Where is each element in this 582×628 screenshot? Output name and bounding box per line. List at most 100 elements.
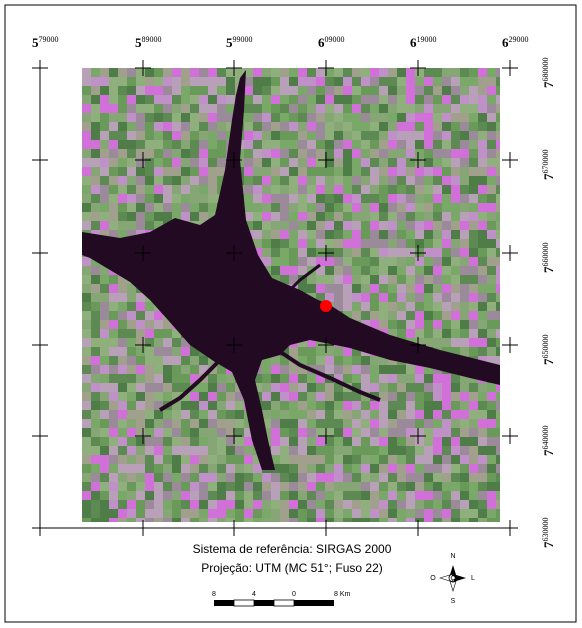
image-pixel [334, 113, 343, 122]
image-pixel [496, 293, 500, 302]
image-pixel [181, 509, 190, 518]
image-pixel [442, 257, 451, 266]
image-pixel [325, 104, 334, 113]
coordinate-minor: 99000 [233, 35, 253, 44]
image-pixel [361, 428, 370, 437]
image-pixel [460, 185, 469, 194]
image-pixel [451, 491, 460, 500]
image-pixel [91, 347, 100, 356]
image-pixel [406, 455, 415, 464]
image-pixel [163, 194, 172, 203]
image-pixel [469, 518, 478, 522]
image-pixel [91, 275, 100, 284]
image-pixel [91, 167, 100, 176]
image-pixel [361, 176, 370, 185]
image-pixel [361, 230, 370, 239]
image-pixel [118, 473, 127, 482]
image-pixel [100, 221, 109, 230]
x-coordinate-label: 579000 [32, 35, 59, 50]
image-pixel [424, 473, 433, 482]
image-pixel [280, 95, 289, 104]
image-pixel [118, 311, 127, 320]
image-pixel [334, 140, 343, 149]
image-pixel [208, 176, 217, 185]
image-pixel [343, 275, 352, 284]
image-pixel [370, 221, 379, 230]
image-pixel [190, 410, 199, 419]
image-pixel [280, 203, 289, 212]
image-pixel [379, 167, 388, 176]
image-pixel [154, 320, 163, 329]
image-pixel [271, 86, 280, 95]
image-pixel [109, 473, 118, 482]
image-pixel [91, 383, 100, 392]
image-pixel [379, 248, 388, 257]
image-pixel [460, 221, 469, 230]
image-pixel [82, 185, 91, 194]
image-pixel [496, 347, 500, 356]
image-pixel [109, 491, 118, 500]
image-pixel [433, 311, 442, 320]
image-pixel [127, 500, 136, 509]
image-pixel [496, 338, 500, 347]
image-pixel [334, 518, 343, 522]
image-pixel [91, 473, 100, 482]
image-pixel [460, 239, 469, 248]
image-pixel [298, 266, 307, 275]
image-pixel [451, 284, 460, 293]
image-pixel [145, 167, 154, 176]
image-pixel [325, 275, 334, 284]
image-pixel [460, 113, 469, 122]
image-pixel [199, 131, 208, 140]
image-pixel [496, 194, 500, 203]
image-pixel [325, 383, 334, 392]
image-pixel [487, 212, 496, 221]
image-pixel [298, 518, 307, 522]
image-pixel [442, 113, 451, 122]
image-pixel [469, 509, 478, 518]
image-pixel [235, 446, 244, 455]
image-pixel [352, 455, 361, 464]
image-pixel [217, 113, 226, 122]
image-pixel [307, 176, 316, 185]
image-pixel [118, 455, 127, 464]
image-pixel [100, 212, 109, 221]
image-pixel [307, 122, 316, 131]
image-pixel [397, 518, 406, 522]
image-pixel [397, 68, 406, 77]
image-pixel [379, 500, 388, 509]
image-pixel [244, 167, 253, 176]
image-pixel [145, 158, 154, 167]
image-pixel [469, 482, 478, 491]
image-pixel [136, 122, 145, 131]
image-pixel [487, 419, 496, 428]
image-pixel [343, 176, 352, 185]
image-pixel [109, 392, 118, 401]
image-pixel [487, 239, 496, 248]
image-pixel [118, 482, 127, 491]
image-pixel [478, 311, 487, 320]
image-pixel [190, 437, 199, 446]
image-pixel [190, 482, 199, 491]
image-pixel [352, 203, 361, 212]
image-pixel [307, 419, 316, 428]
image-pixel [487, 221, 496, 230]
image-pixel [433, 113, 442, 122]
image-pixel [307, 158, 316, 167]
image-pixel [154, 149, 163, 158]
image-pixel [298, 257, 307, 266]
image-pixel [271, 257, 280, 266]
image-pixel [424, 410, 433, 419]
image-pixel [109, 167, 118, 176]
image-pixel [415, 311, 424, 320]
image-pixel [145, 86, 154, 95]
image-pixel [370, 365, 379, 374]
image-pixel [442, 293, 451, 302]
image-pixel [370, 113, 379, 122]
image-pixel [334, 86, 343, 95]
image-pixel [109, 284, 118, 293]
image-pixel [136, 176, 145, 185]
image-pixel [478, 401, 487, 410]
image-pixel [109, 176, 118, 185]
image-pixel [118, 293, 127, 302]
